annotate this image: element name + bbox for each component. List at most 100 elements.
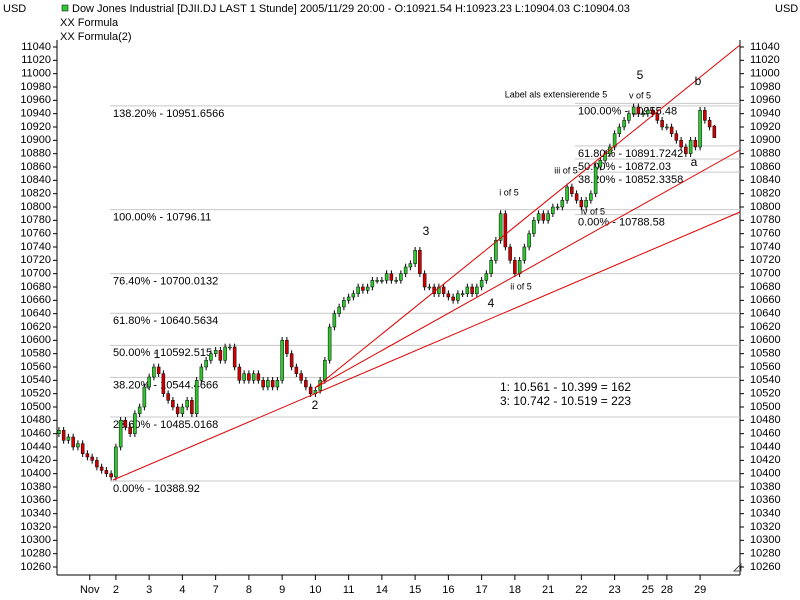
y-tick-label: 10760 — [750, 228, 781, 240]
y-tick-label: 10840 — [750, 174, 781, 186]
y-tick-label: 10880 — [750, 148, 781, 160]
fib-label: 0.00% - 10788.58 — [578, 217, 665, 229]
x-tick-label: 29 — [694, 584, 706, 596]
candle-body — [294, 366, 299, 374]
y-tick-label: 10320 — [20, 521, 51, 533]
candle-body — [660, 120, 664, 128]
x-tick-label: 17 — [475, 584, 487, 596]
candle-body — [679, 140, 683, 148]
y-tick-label: 10900 — [750, 134, 781, 146]
y-tick-label: 10720 — [750, 254, 781, 266]
candle-body — [114, 446, 118, 478]
y-tick-label: 10680 — [20, 281, 51, 293]
y-tick-label: 10280 — [20, 548, 51, 560]
y-tick-label: 10640 — [750, 308, 781, 320]
y-tick-label: 10460 — [20, 428, 51, 440]
x-tick-label: 7 — [213, 584, 219, 596]
candle-body — [351, 293, 356, 298]
candle-body — [451, 296, 455, 301]
wave-label: a — [691, 155, 698, 169]
wave-label: i of 5 — [499, 187, 519, 197]
candle-body — [703, 110, 707, 121]
candle-body — [389, 273, 394, 281]
candle-body — [579, 200, 584, 208]
candle-body — [266, 380, 270, 388]
candle-body — [513, 260, 517, 274]
trend-line — [314, 149, 741, 389]
candle-body — [684, 146, 688, 154]
candle-body — [118, 420, 123, 448]
candle-body — [617, 126, 622, 134]
x-tick-label: 16 — [442, 584, 454, 596]
fib-label: 38.20% - 10544.4666 — [113, 379, 218, 391]
candle-body — [275, 380, 280, 388]
candle-body — [223, 346, 227, 361]
fib-label: 0.00% - 10388.92 — [113, 483, 200, 495]
candle-body — [66, 436, 71, 441]
currency-label: USD — [775, 3, 798, 15]
candle-body — [342, 300, 346, 308]
wave-label: 3 — [423, 224, 430, 238]
y-tick-label: 10460 — [750, 428, 781, 440]
y-tick-label: 10300 — [750, 534, 781, 546]
candle-body — [308, 386, 313, 394]
x-tick-label: 2 — [113, 584, 119, 596]
y-tick-label: 10620 — [750, 321, 781, 333]
candle-body — [71, 436, 75, 448]
y-tick-label: 10780 — [750, 214, 781, 226]
y-tick-label: 10360 — [20, 494, 51, 506]
candle-body — [356, 286, 360, 294]
candle-body — [494, 240, 498, 261]
y-tick-label: 10260 — [20, 561, 51, 573]
fib-label: 23.60% - 10485.0168 — [113, 419, 218, 431]
legend-entry: XX Formula(2) — [60, 31, 132, 43]
candle-body — [213, 350, 218, 354]
candle-body — [403, 266, 408, 274]
y-tick-label: 10480 — [20, 414, 51, 426]
candle-body — [133, 413, 137, 434]
candle-body — [123, 420, 128, 428]
candle-body — [161, 373, 166, 394]
y-tick-label: 10500 — [750, 401, 781, 413]
candle-body — [707, 120, 712, 128]
candle-body — [190, 400, 194, 414]
candle-body — [99, 466, 104, 471]
candle-body — [289, 353, 294, 368]
x-tick-label: 23 — [608, 584, 620, 596]
y-tick-label: 11000 — [21, 68, 51, 80]
wave-label: b — [695, 74, 702, 88]
candle-body — [218, 350, 223, 361]
candle-body — [304, 380, 308, 388]
y-tick-label: 10340 — [750, 508, 781, 520]
candle-body — [498, 213, 503, 241]
x-tick-label: 14 — [376, 584, 388, 596]
x-tick-label: 21 — [542, 584, 554, 596]
candle-body — [669, 126, 674, 134]
candle-body — [446, 293, 451, 298]
y-tick-label: 10980 — [20, 81, 51, 93]
y-tick-label: 10420 — [20, 454, 51, 466]
y-tick-label: 11040 — [21, 41, 51, 53]
candle-body — [327, 326, 332, 361]
fib-label: 61.80% - 10640.5634 — [113, 315, 218, 327]
candle-body — [612, 133, 617, 148]
candle-body — [251, 373, 256, 381]
candle-body — [175, 406, 180, 414]
y-tick-label: 10900 — [20, 134, 51, 146]
y-tick-label: 10420 — [750, 454, 781, 466]
candle-body — [693, 140, 698, 148]
candle-body — [584, 200, 588, 208]
candle-body — [261, 380, 265, 388]
candle-body — [565, 186, 569, 201]
candle-body — [532, 220, 536, 234]
y-tick-label: 10740 — [750, 241, 781, 253]
y-tick-label: 10820 — [20, 188, 51, 200]
candle-body — [61, 430, 66, 441]
candle-body — [456, 293, 460, 301]
candle-body — [413, 250, 417, 264]
candle-body — [437, 286, 441, 294]
y-tick-label: 10800 — [20, 201, 51, 213]
candle-body — [408, 263, 413, 268]
candle-body — [555, 206, 560, 209]
